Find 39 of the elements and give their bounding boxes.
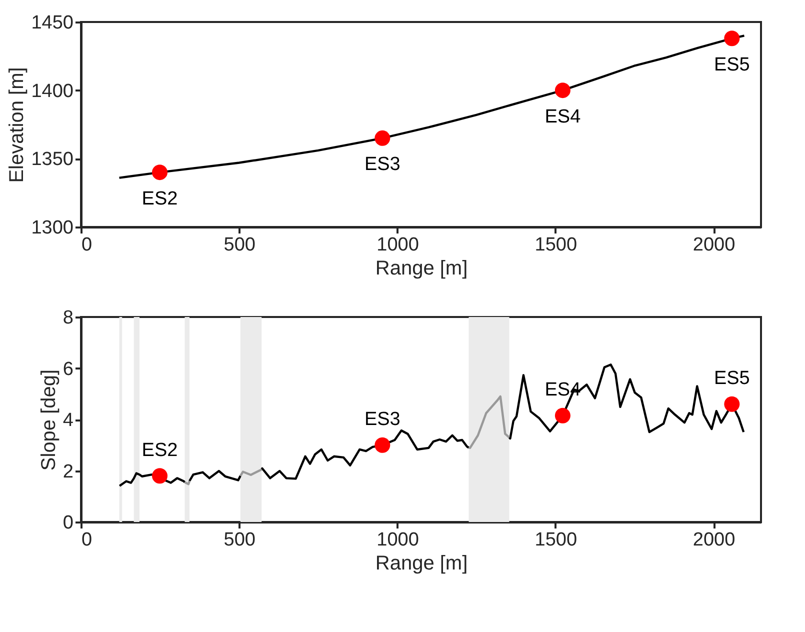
point bbox=[152, 164, 168, 180]
x-tick-label: 2000 bbox=[692, 234, 736, 256]
y-tick-label: 1350 bbox=[31, 149, 74, 170]
x-tick-label: 500 bbox=[224, 530, 256, 550]
point bbox=[554, 82, 570, 98]
y-tick-label: 0 bbox=[62, 512, 74, 534]
annotation: ES2 bbox=[142, 440, 178, 461]
y-tick-label: 8 bbox=[62, 308, 74, 328]
point bbox=[152, 468, 168, 484]
x-tick-label: 500 bbox=[224, 234, 256, 256]
point bbox=[724, 396, 740, 412]
x-tick-label: 1000 bbox=[376, 530, 419, 550]
annotation: ES3 bbox=[364, 154, 400, 176]
y-axis-title: Slope [deg] bbox=[38, 369, 60, 471]
x-tick-label: 1000 bbox=[376, 234, 419, 256]
x-axis-title: Range [m] bbox=[375, 258, 468, 280]
point bbox=[554, 408, 570, 424]
point bbox=[724, 30, 740, 46]
annotation: ES2 bbox=[142, 188, 178, 210]
y-tick-label: 2 bbox=[62, 461, 74, 482]
x-tick-label: 1500 bbox=[534, 530, 578, 550]
y-tick-label: 4 bbox=[62, 410, 74, 431]
y-tick-label: 6 bbox=[62, 358, 74, 380]
x-tick-label: 0 bbox=[82, 530, 92, 550]
y-tick-label: 1300 bbox=[31, 218, 74, 238]
x-tick-label: 2000 bbox=[692, 530, 736, 550]
x-axis-title: Range [m] bbox=[375, 552, 468, 574]
annotation: ES5 bbox=[714, 368, 750, 390]
annotation: ES3 bbox=[364, 409, 400, 430]
annotation: ES5 bbox=[714, 54, 750, 76]
point bbox=[374, 130, 390, 146]
y-axis-title: Elevation [m] bbox=[6, 67, 28, 183]
x-tick-label: 0 bbox=[82, 234, 92, 256]
y-tick-label: 1450 bbox=[31, 12, 74, 34]
annotation: ES4 bbox=[544, 380, 582, 401]
annotation: ES4 bbox=[544, 106, 582, 128]
x-tick-label: 1500 bbox=[534, 234, 578, 256]
point bbox=[374, 437, 390, 453]
y-tick-label: 1400 bbox=[31, 80, 74, 102]
